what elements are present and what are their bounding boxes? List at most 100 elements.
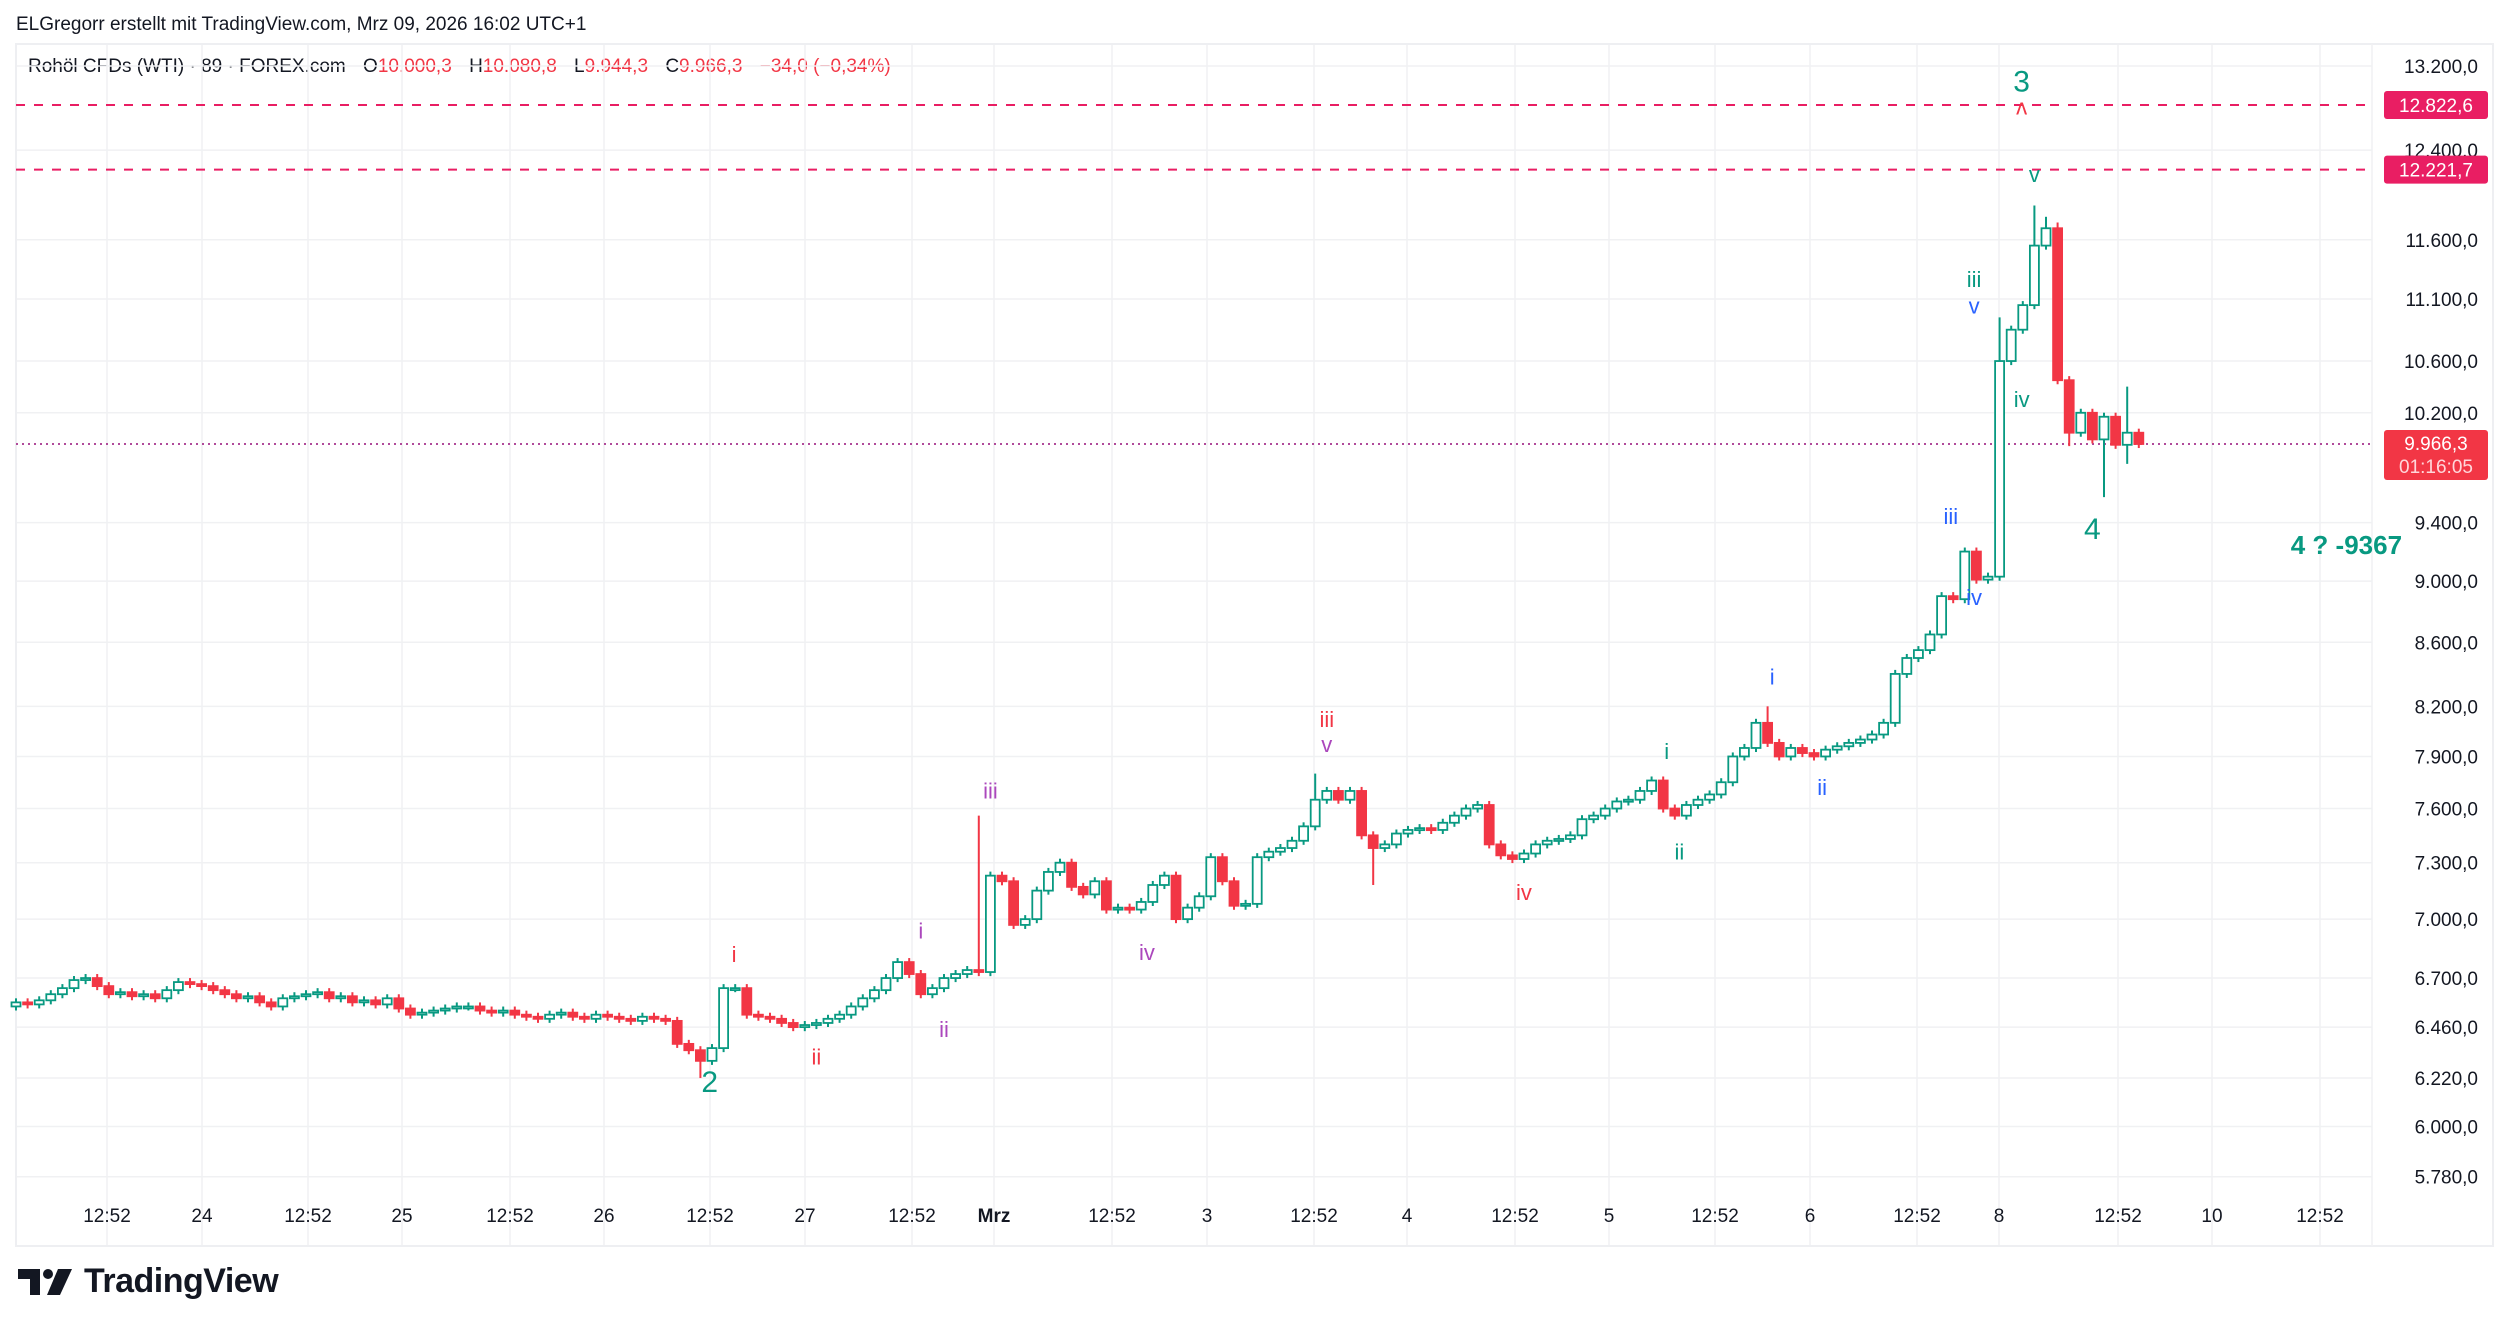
candle-up	[927, 984, 938, 999]
candle-down	[1425, 824, 1437, 834]
candle-body	[544, 1013, 555, 1020]
candle-up	[1518, 849, 1530, 864]
price-tick-label: 13.200,0	[2404, 57, 2478, 78]
time-tick-label: 12:52	[686, 1206, 734, 1227]
candle-down	[184, 978, 196, 989]
candle-down	[370, 996, 382, 1009]
candle-up	[1414, 824, 1425, 834]
candle-up	[1681, 800, 1692, 820]
candle-up	[1599, 804, 1611, 820]
candle-body	[1831, 745, 1843, 751]
candle-body	[776, 1017, 787, 1024]
candle-up	[1727, 752, 1739, 787]
candle-down	[1170, 871, 1182, 924]
wave-label: i	[1770, 665, 1775, 690]
wave-label: iv	[2014, 387, 2030, 412]
candle-up	[1147, 880, 1159, 907]
candle-body	[45, 993, 57, 1002]
candle-body	[1808, 752, 1820, 758]
candle-down	[903, 958, 915, 979]
price-axis[interactable]: 13.200,012.400,011.600,011.100,010.600,0…	[2404, 57, 2478, 1189]
price-tick-label: 9.400,0	[2415, 514, 2478, 535]
candle-down	[1507, 851, 1518, 864]
candle-down	[1797, 743, 1808, 758]
candle-body	[1762, 721, 1773, 744]
candle-body	[1391, 832, 1402, 846]
wave-label: i	[732, 942, 737, 967]
time-tick-label: 12:52	[1088, 1206, 1136, 1227]
candle-body	[1437, 821, 1449, 831]
time-tick-label: 25	[391, 1206, 412, 1227]
candle-up	[718, 984, 729, 1053]
chart-author-title: ELGregorr erstellt mit TradingView.com, …	[16, 14, 587, 35]
candle-body	[787, 1022, 799, 1029]
tradingview-logo-icon	[18, 1268, 72, 1295]
candle-up	[1855, 735, 1866, 747]
candle-body	[1588, 814, 1599, 821]
candle-up	[1913, 646, 1924, 663]
candle-body	[393, 997, 405, 1010]
candle-body	[358, 999, 370, 1004]
candle-body	[1878, 721, 1889, 736]
candle-body	[172, 981, 184, 992]
tradingview-logo[interactable]: TradingView	[18, 1262, 279, 1301]
candle-body	[857, 997, 869, 1008]
candle-body	[196, 983, 208, 988]
price-tick-label: 10.600,0	[2404, 352, 2478, 373]
candle-body	[1008, 880, 1019, 926]
candle-body	[1959, 550, 1971, 601]
candle-up	[1379, 840, 1391, 853]
candle-up	[706, 1044, 718, 1065]
candle-body	[1275, 847, 1286, 853]
candle-body	[2075, 411, 2087, 434]
candle-body	[1228, 880, 1240, 907]
candle-down	[613, 1012, 625, 1023]
candle-body	[1472, 804, 1483, 810]
candle-up	[1031, 886, 1043, 924]
candle-up	[1924, 630, 1936, 655]
candle-up	[1112, 903, 1124, 914]
wave-label: ii	[812, 1045, 822, 1070]
candle-down	[996, 871, 1008, 886]
candle-up	[2029, 205, 2040, 310]
candle-body	[718, 987, 729, 1050]
candle-body	[404, 1007, 416, 1016]
candle-body	[660, 1017, 671, 1022]
candle-body	[2017, 304, 2029, 331]
candle-body	[1077, 885, 1089, 896]
candle-body	[1982, 575, 1994, 581]
candle-body	[1692, 798, 1704, 806]
candle-up	[590, 1010, 602, 1023]
candle-body	[1576, 818, 1588, 837]
candle-body	[2086, 411, 2098, 441]
candle-up	[2040, 216, 2052, 250]
price-tick-label: 11.600,0	[2405, 231, 2478, 252]
candle-body	[1460, 807, 1472, 817]
candle-down	[126, 988, 138, 1001]
candle-body	[300, 993, 312, 998]
candle-body	[91, 977, 103, 988]
candle-up	[938, 974, 950, 993]
candle-down	[787, 1018, 799, 1032]
candle-up	[1785, 743, 1797, 761]
candle-body	[1855, 738, 1866, 744]
candle-body	[822, 1017, 834, 1024]
candle-down	[219, 986, 231, 999]
time-tick-label: 26	[593, 1206, 614, 1227]
candle-down	[393, 994, 405, 1013]
candle-body	[671, 1019, 683, 1045]
candle-up	[1715, 778, 1727, 799]
candle-up	[2005, 325, 2017, 366]
time-tick-label: 12:52	[2296, 1206, 2344, 1227]
price-badges: 12.822,6 12.221,7 9.966,301:16:05	[2384, 91, 2488, 480]
candle-up	[2075, 408, 2087, 437]
candle-body	[1159, 874, 1170, 886]
time-axis[interactable]: 12:52 24 12:52 25 12:52 26 12:52 27 12:52 Mrz 12:5…	[83, 1206, 2344, 1227]
wave-label: v	[1969, 293, 1980, 318]
candle-body	[567, 1011, 579, 1018]
candle-body	[1785, 747, 1797, 758]
candle-down	[486, 1006, 498, 1017]
candle-body	[1240, 902, 1251, 907]
candle-body	[1298, 825, 1309, 842]
